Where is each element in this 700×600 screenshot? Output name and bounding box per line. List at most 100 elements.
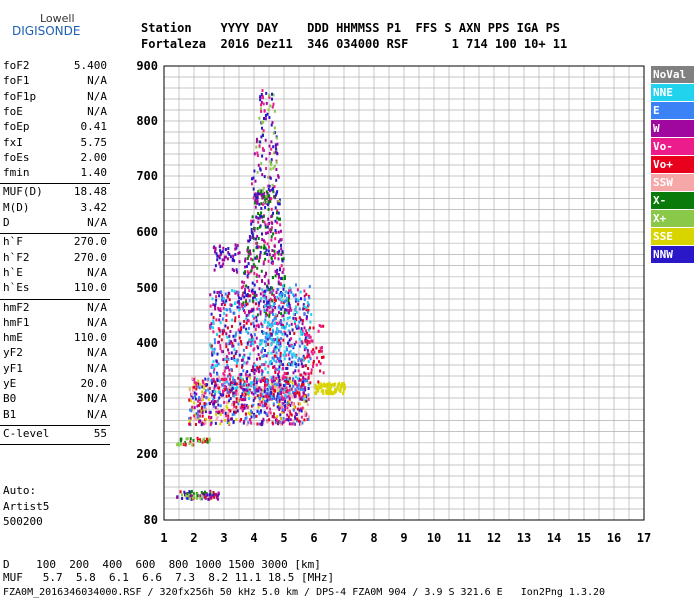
data-point [247,393,250,397]
data-point [219,413,222,417]
data-point [244,291,246,295]
data-point [269,394,272,398]
data-point [289,363,292,367]
data-point [285,290,287,294]
data-point [289,412,292,416]
data-point [302,406,305,410]
data-point [266,225,269,229]
data-point [238,260,241,264]
data-point [264,289,267,293]
data-point [231,267,234,271]
data-point [292,408,295,412]
data-point [272,375,275,379]
data-point [236,385,239,389]
data-point [204,391,207,395]
data-point [303,294,306,298]
data-point [287,415,290,419]
data-point [199,438,201,442]
data-point [218,389,221,393]
data-point [301,380,304,384]
data-point [258,188,261,192]
data-point [298,378,301,382]
data-point [224,378,227,382]
data-point [270,290,273,294]
data-point [260,410,262,414]
data-point [227,247,230,250]
data-point [299,407,302,411]
data-point [217,362,220,366]
data-point [291,328,294,332]
data-point [288,316,291,320]
data-point [262,355,265,358]
data-point [288,294,291,298]
data-point [260,388,263,392]
data-point [281,401,284,405]
data-point [252,296,254,300]
data-point [281,259,284,263]
data-point [181,497,184,500]
data-point [267,108,270,112]
data-point [260,135,263,139]
data-point [227,366,230,370]
data-point [266,325,269,329]
data-point [272,93,275,97]
data-point [276,387,279,391]
data-point [263,402,266,406]
data-point [293,331,296,335]
data-point [209,419,212,423]
data-point [283,330,286,334]
data-point [277,252,280,256]
data-point [194,417,197,421]
data-point [201,379,204,383]
data-point [233,410,235,414]
data-point [205,492,208,496]
data-point [343,383,346,387]
data-point [273,244,276,248]
data-point [280,360,283,363]
data-point [259,299,262,303]
data-point [274,368,277,372]
data-point [197,410,200,413]
data-point [209,495,212,499]
data-point [236,358,239,362]
data-point [322,389,324,392]
data-point [278,396,281,400]
data-point [239,397,242,401]
data-point [280,295,283,299]
data-point [257,389,260,393]
data-point [255,216,258,220]
data-point [272,386,274,390]
data-point [297,298,300,302]
data-point [281,277,284,281]
data-point [301,397,304,401]
data-point [261,215,264,219]
data-point [273,109,276,113]
data-point [263,244,266,248]
data-point [226,355,229,359]
param-row: h`Es 110.0 [3,281,107,296]
data-point [203,405,206,409]
data-point [236,305,239,309]
data-point [227,357,230,361]
data-point [184,442,187,446]
data-point [287,340,290,344]
data-point [311,339,314,343]
data-point [202,381,205,385]
data-point [253,414,256,418]
data-point [229,303,232,307]
data-point [287,305,290,308]
data-point [289,380,292,383]
data-point [296,388,299,391]
data-point [305,317,308,321]
data-point [274,150,277,154]
data-point [262,422,265,426]
data-point [248,397,250,401]
x-tick-label: 12 [487,531,501,545]
data-point [316,389,319,393]
data-point [273,294,275,297]
data-point [286,371,289,375]
data-point [243,353,246,357]
data-point [271,260,274,264]
data-point [253,379,256,383]
data-point [275,376,278,380]
